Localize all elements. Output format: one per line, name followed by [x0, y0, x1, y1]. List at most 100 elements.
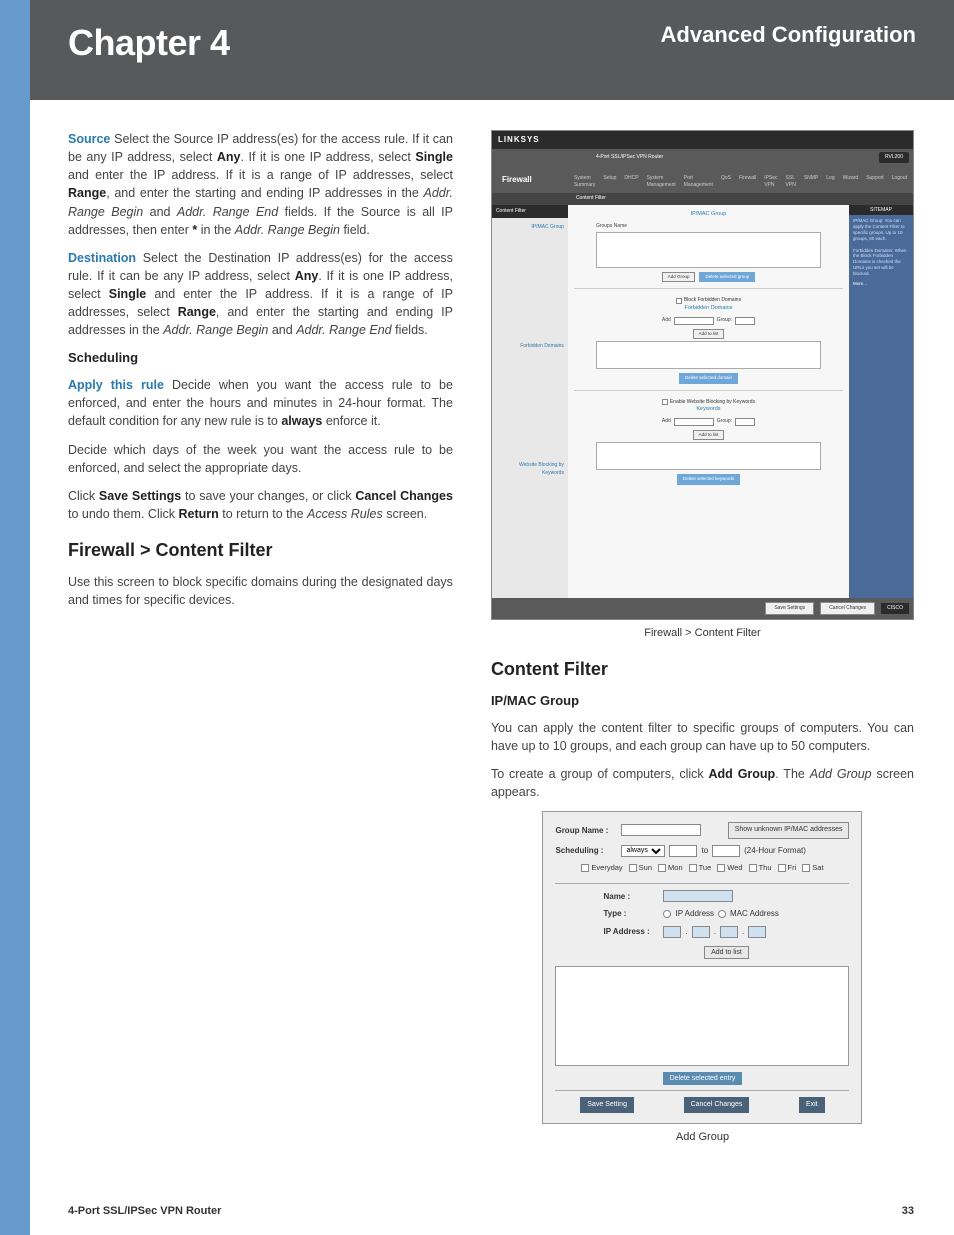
content-area: Source Select the Source IP address(es) … [68, 130, 914, 1185]
brand-logo: LINKSYS [492, 131, 913, 149]
domain-add-button[interactable]: Add to list [693, 329, 725, 340]
nav-item[interactable]: Port Management [684, 175, 713, 190]
nav-item[interactable]: IPSec VPN [764, 175, 777, 190]
keyword-input[interactable] [674, 418, 714, 426]
page-header: Chapter 4 Advanced Configuration [30, 0, 954, 100]
section-title: Advanced Configuration [661, 22, 916, 48]
ip-octet-1[interactable] [663, 926, 681, 938]
ip-octet-2[interactable] [692, 926, 710, 938]
nav-item[interactable]: QoS [721, 175, 731, 190]
day-tue[interactable]: Tue [689, 863, 712, 874]
info-text-2: Forbidden Domains: When the Block Forbid… [853, 248, 909, 277]
forbidden-section: Block Forbidden Domains Forbidden Domain… [574, 297, 843, 390]
show-unknown-button[interactable]: Show unknown IP/MAC addresses [728, 822, 850, 838]
left-accent-stripe [0, 0, 30, 1235]
domain-input[interactable] [674, 317, 714, 325]
nav-item[interactable]: Support [866, 175, 884, 190]
computer-name-input[interactable] [663, 890, 733, 902]
chapter-title: Chapter 4 [68, 22, 230, 64]
exit-button[interactable]: Exit [799, 1097, 825, 1113]
day-thu[interactable]: Thu [749, 863, 772, 874]
delete-group-button[interactable]: Delete selected group [699, 272, 755, 283]
source-paragraph: Source Select the Source IP address(es) … [68, 130, 453, 239]
delete-domain-button[interactable]: Delete selected domain [679, 373, 738, 384]
cancel-changes-button[interactable]: Cancel Changes [820, 602, 875, 615]
page-footer: 4-Port SSL/IPSec VPN Router 33 [68, 1205, 914, 1217]
ipmac-title: IP/MAC Group [574, 211, 843, 219]
nav-items: System Summary Setup DHCP System Managem… [568, 171, 913, 194]
day-sat[interactable]: Sat [802, 863, 823, 874]
save-settings-button[interactable]: Save Settings [765, 602, 814, 615]
destination-paragraph: Destination Select the Destination IP ad… [68, 249, 453, 340]
format-label: (24-Hour Format) [744, 845, 806, 857]
subnav-active[interactable]: Content Filter [576, 195, 606, 202]
keyword-add-button[interactable]: Add to list [693, 430, 725, 441]
footer-page: 33 [902, 1205, 914, 1217]
nav-item[interactable]: System Summary [574, 175, 595, 190]
delete-entry-button[interactable]: Delete selected entry [663, 1072, 743, 1085]
screenshot1-caption: Firewall > Content Filter [491, 626, 914, 642]
time-from-input[interactable] [669, 845, 697, 857]
ipmac-section: IP/MAC Group Groups Name Add Group Delet… [574, 211, 843, 290]
ip-octet-4[interactable] [748, 926, 766, 938]
days-paragraph: Decide which days of the week you want t… [68, 441, 453, 477]
firewall-tab[interactable]: Firewall [492, 166, 568, 194]
domains-listbox[interactable] [596, 341, 821, 369]
nav-item[interactable]: SNMP [804, 175, 818, 190]
keyword-group-select[interactable] [735, 418, 755, 426]
fcf-description: Use this screen to block specific domain… [68, 573, 453, 609]
left-column: Source Select the Source IP address(es) … [68, 130, 453, 1185]
groups-listbox[interactable] [596, 232, 821, 268]
source-term: Source [68, 132, 110, 146]
nav-item[interactable]: Logout [892, 175, 907, 190]
days-row: Everyday Sun Mon Tue Wed Thu Fri Sat [555, 863, 849, 874]
scheduling-select[interactable]: always [621, 845, 665, 857]
day-sun[interactable]: Sun [629, 863, 652, 874]
keywords-listbox[interactable] [596, 442, 821, 470]
save-cancel-paragraph: Click Save Settings to save your changes… [68, 487, 453, 523]
model-row: 4-Port SSL/IPSec VPN Router RVL200 [492, 149, 913, 166]
nav-item[interactable]: Setup [603, 175, 616, 190]
scheduling-label: Scheduling : [555, 845, 617, 857]
ip-label: IP Address : [603, 926, 659, 938]
mac-radio[interactable] [718, 910, 726, 918]
sitemap-label[interactable]: SITEMAP [849, 205, 913, 216]
nav-item[interactable]: Log [826, 175, 834, 190]
ip-octet-3[interactable] [720, 926, 738, 938]
day-wed[interactable]: Wed [717, 863, 742, 874]
side-labels: Content Filter IP/MAC Group Forbidden Do… [492, 205, 568, 598]
model-badge: RVL200 [879, 152, 909, 163]
forbidden-title: Forbidden Domains [574, 305, 843, 313]
computers-listbox[interactable] [555, 966, 849, 1066]
add-to-list-button[interactable]: Add to list [704, 946, 749, 959]
side-ipmac: IP/MAC Group [492, 218, 568, 237]
delete-keyword-button[interactable]: Delete selected keywords [677, 474, 740, 485]
block-domains-checkbox[interactable]: Block Forbidden Domains [574, 297, 843, 304]
group-name-input[interactable] [621, 824, 701, 836]
nav-item[interactable]: SSL VPN [786, 175, 796, 190]
nav-item[interactable]: DHCP [624, 175, 638, 190]
right-column: LINKSYS 4-Port SSL/IPSec VPN Router RVL2… [491, 130, 914, 1185]
domain-group-select[interactable] [735, 317, 755, 325]
ip-radio[interactable] [663, 910, 671, 918]
router-name: 4-Port SSL/IPSec VPN Router [596, 154, 663, 161]
keywords-checkbox[interactable]: Enable Website Blocking by Keywords [574, 399, 843, 406]
nav-item[interactable]: Wizard [843, 175, 859, 190]
day-fri[interactable]: Fri [778, 863, 797, 874]
content-filter-screenshot: LINKSYS 4-Port SSL/IPSec VPN Router RVL2… [491, 130, 914, 620]
save-setting-button[interactable]: Save Setting [580, 1097, 634, 1113]
ipmac-description: You can apply the content filter to spec… [491, 719, 914, 755]
cisco-logo: CISCO [881, 603, 909, 614]
screenshot-body: Content Filter IP/MAC Group Forbidden Do… [492, 205, 913, 598]
cancel-changes-button-2[interactable]: Cancel Changes [684, 1097, 750, 1113]
main-panel: IP/MAC Group Groups Name Add Group Delet… [568, 205, 849, 598]
more-link[interactable]: More... [853, 281, 909, 287]
add-group-button[interactable]: Add Group [662, 272, 696, 283]
day-mon[interactable]: Mon [658, 863, 683, 874]
day-everyday[interactable]: Everyday [581, 863, 622, 874]
nav-item[interactable]: System Management [647, 175, 676, 190]
time-to-input[interactable] [712, 845, 740, 857]
nav-item[interactable]: Firewall [739, 175, 756, 190]
side-tab: Content Filter [492, 205, 568, 218]
add-group-screenshot: Group Name : Show unknown IP/MAC address… [542, 811, 862, 1124]
